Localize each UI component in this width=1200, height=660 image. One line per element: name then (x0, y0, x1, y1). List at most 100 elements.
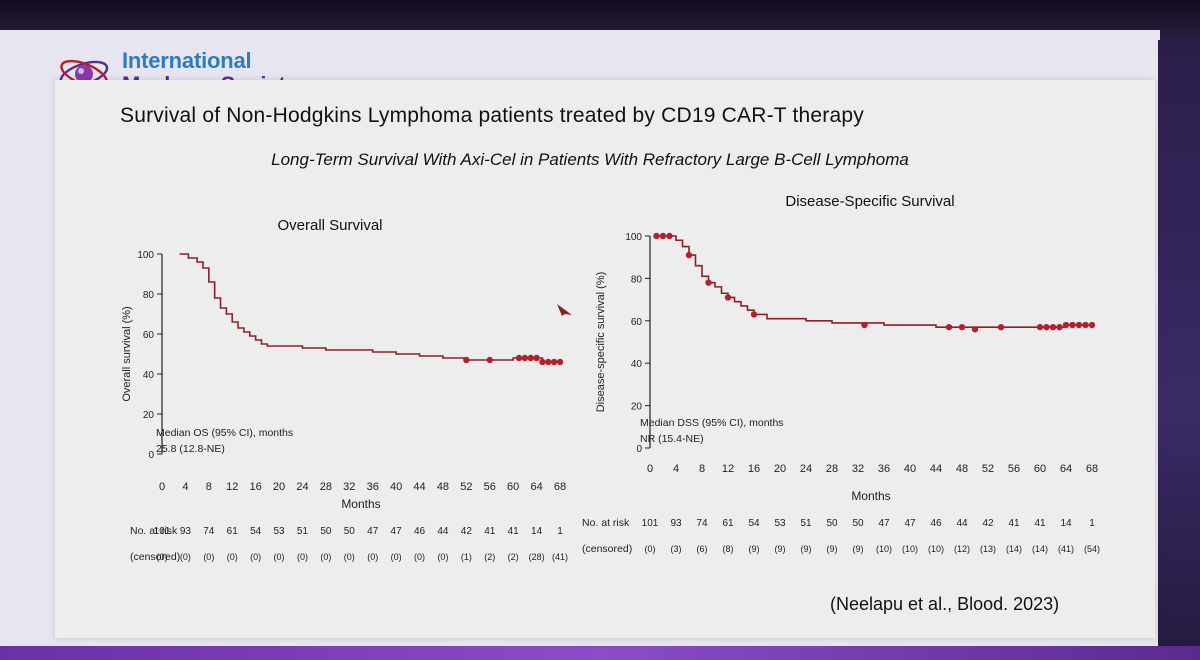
censored-value: (0) (157, 552, 168, 562)
x-tick-label: 0 (647, 463, 653, 475)
at-risk-label: No. at risk (130, 525, 178, 537)
censored-value: (9) (801, 544, 812, 554)
chart-title: Overall Survival (277, 217, 382, 234)
y-tick-label: 0 (636, 444, 642, 455)
y-tick-label: 80 (143, 290, 155, 301)
censor-marker (556, 358, 564, 366)
censored-value: (0) (180, 552, 191, 562)
at-risk-value: 93 (180, 526, 192, 537)
censored-value: (8) (723, 544, 734, 554)
censor-marker (666, 232, 673, 240)
median-annotation: Median DSS (95% CI), months (640, 417, 784, 429)
y-axis-label: Overall survival (%) (121, 306, 133, 401)
censored-value: (10) (902, 544, 918, 554)
x-tick-label: 52 (982, 463, 994, 475)
censored-value: (41) (1058, 544, 1074, 554)
censored-value: (1) (461, 552, 472, 562)
y-tick-label: 40 (143, 370, 155, 381)
at-risk-value: 42 (461, 526, 473, 537)
x-tick-label: 0 (159, 481, 165, 493)
at-risk-value: 53 (273, 526, 285, 537)
censored-value: (41) (552, 552, 568, 562)
censored-value: (10) (928, 544, 944, 554)
x-tick-label: 8 (206, 481, 212, 493)
censor-marker (1056, 323, 1063, 331)
y-axis-label: Disease-specific survival (%) (595, 272, 607, 413)
at-risk-value: 101 (642, 518, 659, 529)
x-tick-label: 64 (530, 481, 542, 493)
at-risk-value: 101 (154, 526, 171, 537)
censored-value: (0) (203, 552, 214, 562)
at-risk-value: 93 (670, 518, 682, 529)
median-value: 25.8 (12.8-NE) (156, 443, 225, 455)
censor-marker (997, 323, 1005, 331)
at-risk-value: 50 (852, 518, 864, 529)
slide-subtitle: Long-Term Survival With Axi-Cel in Patie… (271, 150, 909, 169)
y-tick-label: 100 (137, 250, 154, 261)
censored-value: (54) (1084, 544, 1100, 554)
at-risk-value: 51 (800, 518, 812, 529)
censored-value: (0) (437, 552, 448, 562)
at-risk-value: 47 (904, 518, 916, 529)
x-tick-label: 40 (390, 481, 402, 493)
censor-marker (539, 358, 546, 366)
censor-marker (550, 358, 558, 366)
at-risk-value: 53 (774, 518, 786, 529)
censored-value: (14) (1032, 544, 1048, 554)
censored-value: (10) (876, 544, 892, 554)
censored-value: (6) (697, 544, 708, 554)
censor-marker (1049, 323, 1057, 331)
y-tick-label: 100 (625, 232, 642, 243)
censored-value: (0) (227, 552, 238, 562)
at-risk-value: 41 (1008, 518, 1020, 529)
x-tick-label: 44 (930, 463, 942, 475)
x-tick-label: 36 (367, 481, 379, 493)
slide-title: Survival of Non-Hodgkins Lymphoma patien… (120, 104, 864, 127)
at-risk-value: 51 (297, 526, 309, 537)
at-risk-value: 47 (391, 526, 403, 537)
at-risk-value: 47 (878, 518, 890, 529)
x-tick-label: 68 (1086, 463, 1098, 475)
x-tick-label: 28 (320, 481, 332, 493)
x-tick-label: 16 (748, 463, 760, 475)
censor-marker (463, 356, 470, 364)
y-tick-label: 60 (143, 330, 155, 341)
survival-curve-0 (179, 253, 560, 363)
x-tick-label: 16 (250, 481, 262, 493)
y-tick-label: 80 (631, 274, 643, 285)
at-risk-value: 50 (344, 526, 356, 537)
x-tick-label: 4 (182, 481, 188, 493)
at-risk-value: 61 (722, 518, 734, 529)
x-tick-label: 20 (273, 481, 285, 493)
at-risk-value: 54 (748, 518, 760, 529)
censored-value: (0) (297, 552, 308, 562)
censor-marker (1036, 323, 1044, 331)
censor-marker (515, 354, 523, 362)
stage-light-bar (1158, 40, 1200, 660)
y-tick-label: 0 (148, 450, 154, 461)
at-risk-value: 74 (696, 518, 708, 529)
censor-marker (533, 354, 540, 362)
censor-marker (521, 354, 529, 362)
censor-marker (958, 323, 966, 331)
x-tick-label: 64 (1060, 463, 1072, 475)
censor-marker (945, 323, 953, 331)
censored-value: (3) (671, 544, 682, 554)
at-risk-value: 44 (437, 526, 449, 537)
logo-line-1: International (122, 48, 252, 73)
censor-marker (971, 326, 979, 333)
median-value: NR (15.4-NE) (640, 433, 704, 445)
censor-marker (486, 356, 493, 364)
censored-value: (9) (827, 544, 838, 554)
at-risk-value: 1 (1089, 518, 1095, 529)
censored-value: (0) (274, 552, 285, 562)
censor-marker (527, 354, 534, 362)
x-tick-label: 32 (852, 463, 864, 475)
censored-value: (12) (954, 544, 970, 554)
y-tick-label: 20 (143, 410, 155, 421)
x-tick-label: 4 (673, 463, 679, 475)
chart-title: Disease-Specific Survival (785, 193, 954, 210)
x-tick-label: 48 (437, 481, 449, 493)
x-tick-label: 56 (484, 481, 496, 493)
censored-value: (0) (414, 552, 425, 562)
